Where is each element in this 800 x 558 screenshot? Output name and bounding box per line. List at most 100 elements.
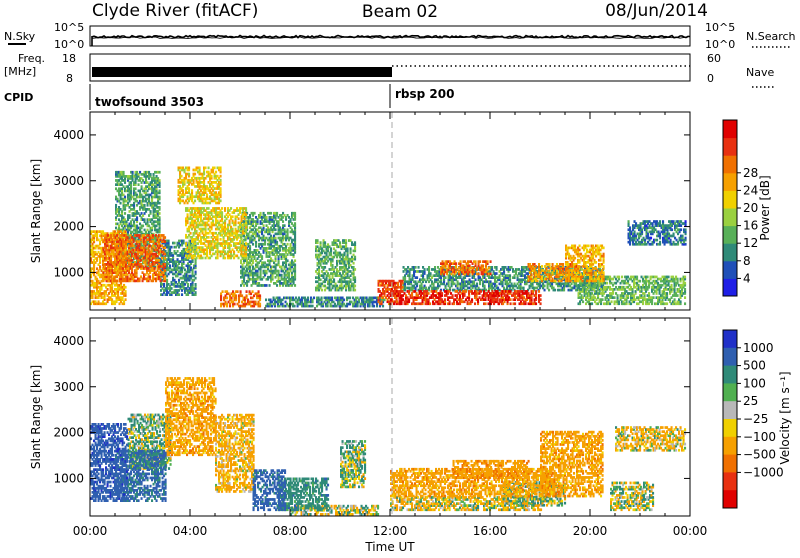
data-cell-power-4 bbox=[150, 210, 152, 213]
data-cell-power-7 bbox=[606, 282, 608, 285]
nsearch-bottom-label: 10^0 bbox=[705, 38, 735, 51]
data-cell-power-4 bbox=[138, 183, 140, 186]
data-cell-power-3 bbox=[430, 272, 432, 275]
data-cell-power-3 bbox=[476, 283, 478, 286]
data-cell-power-6 bbox=[354, 241, 356, 244]
data-cell-power-8 bbox=[224, 207, 226, 210]
data-cell-power-8 bbox=[238, 257, 240, 260]
data-cell-power-5 bbox=[263, 224, 265, 227]
data-cell-power-6 bbox=[350, 278, 352, 281]
data-cell-power-8 bbox=[232, 228, 234, 231]
data-cell-power-1 bbox=[195, 277, 197, 280]
data-cell-power-7 bbox=[684, 296, 686, 299]
nave-bottom-label: 0 bbox=[707, 72, 714, 85]
data-cell-power-3 bbox=[509, 274, 511, 277]
data-cell-power-1 bbox=[166, 279, 168, 282]
data-cell-power-8 bbox=[245, 236, 247, 239]
data-cell-power-7 bbox=[611, 300, 613, 303]
freq-unit-label: [MHz] bbox=[4, 65, 36, 78]
data-cell-power-7 bbox=[653, 296, 655, 299]
nave-top-label: 60 bbox=[707, 52, 721, 65]
data-cell-power-4 bbox=[135, 187, 137, 190]
data-cell-power-1 bbox=[187, 283, 189, 286]
data-cell-power-3 bbox=[485, 289, 487, 292]
data-cell-power-4 bbox=[144, 204, 146, 207]
data-cell-power-4 bbox=[136, 216, 138, 219]
data-cell-power-1 bbox=[181, 293, 183, 296]
data-cell-power-8 bbox=[245, 207, 247, 210]
data-cell-power-7 bbox=[684, 302, 686, 305]
data-cell-power-4 bbox=[141, 185, 143, 188]
data-cell-power-6 bbox=[354, 268, 356, 271]
data-cell-power-5 bbox=[287, 228, 289, 231]
data-cell-power-5 bbox=[294, 264, 296, 267]
data-cell-power-8 bbox=[196, 230, 198, 233]
data-cell-power-7 bbox=[621, 276, 623, 279]
data-cell-power-2 bbox=[313, 297, 315, 300]
data-cell-power-4 bbox=[159, 216, 161, 219]
nsearch-label: N.Search bbox=[746, 30, 796, 43]
data-cell-power-4 bbox=[132, 171, 134, 174]
data-cell-power-5 bbox=[276, 241, 278, 244]
data-cell-power-6 bbox=[324, 266, 326, 269]
data-cell-power-6 bbox=[347, 247, 349, 250]
data-cell-power-8 bbox=[245, 220, 247, 223]
data-cell-power-6 bbox=[330, 247, 332, 250]
beam-title: Beam 02 bbox=[362, 2, 438, 22]
data-cell-power-4 bbox=[115, 204, 117, 207]
data-cell-power-5 bbox=[294, 259, 296, 262]
data-cell-power-4 bbox=[124, 196, 126, 199]
cpid-label: CPID bbox=[4, 91, 33, 104]
station-title: Clyde River (fitACF) bbox=[92, 1, 258, 21]
data-cell-power-6 bbox=[321, 289, 323, 292]
data-cell-power-1 bbox=[163, 283, 165, 286]
data-cell-power-5 bbox=[284, 224, 286, 227]
data-cell-power-4 bbox=[123, 171, 125, 174]
data-cell-power-4 bbox=[129, 214, 131, 217]
data-cell-power-3 bbox=[496, 272, 498, 275]
data-cell-power-7 bbox=[602, 298, 604, 301]
data-cell-power-8 bbox=[202, 257, 204, 260]
data-cell-power-4 bbox=[159, 196, 161, 199]
data-cell-power-7 bbox=[684, 288, 686, 291]
data-cell-power-6 bbox=[345, 239, 347, 242]
data-cell-power-6 bbox=[320, 278, 322, 281]
data-cell-power-8 bbox=[230, 244, 232, 247]
cpid-strip: CPID twofsound 3503 rbsp 200 bbox=[4, 84, 454, 110]
data-cell-power-4 bbox=[159, 179, 161, 182]
data-cell-power-8 bbox=[233, 250, 235, 253]
data-cell-power-7 bbox=[582, 300, 584, 303]
data-cell-power-7 bbox=[677, 278, 679, 281]
data-cell-power-1 bbox=[177, 250, 179, 253]
data-cell-power-0 bbox=[685, 220, 687, 223]
data-cell-power-8 bbox=[220, 238, 222, 241]
data-cell-power-3 bbox=[415, 266, 417, 269]
data-cell-power-0 bbox=[685, 228, 687, 231]
data-cell-power-0 bbox=[662, 220, 664, 223]
data-cell-power-8 bbox=[208, 236, 210, 239]
data-cell-power-8 bbox=[245, 213, 247, 216]
data-cell-power-0 bbox=[685, 243, 687, 246]
data-cell-power-7 bbox=[668, 276, 670, 279]
data-cell-power-7 bbox=[684, 282, 686, 285]
data-cell-power-1 bbox=[174, 242, 176, 245]
data-cell-power-6 bbox=[354, 285, 356, 288]
nsky-trace bbox=[92, 36, 690, 47]
data-cell-power-3 bbox=[554, 289, 556, 292]
date-title: 08/Jun/2014 bbox=[605, 1, 708, 21]
data-cell-power-0 bbox=[670, 239, 672, 242]
data-cell-power-1 bbox=[171, 246, 173, 249]
data-cell-power-5 bbox=[276, 212, 278, 215]
data-cell-power-5 bbox=[282, 220, 284, 223]
data-cell-power-6 bbox=[354, 256, 356, 259]
data-cell-power-7 bbox=[647, 276, 649, 279]
data-cell-power-2 bbox=[331, 297, 333, 300]
data-cell-power-7 bbox=[684, 276, 686, 279]
data-cell-power-0 bbox=[673, 233, 675, 236]
data-cell-power-3 bbox=[418, 266, 420, 269]
data-cell-power-1 bbox=[178, 293, 180, 296]
data-cell-power-4 bbox=[159, 212, 161, 215]
data-cell-power-0 bbox=[634, 231, 636, 234]
